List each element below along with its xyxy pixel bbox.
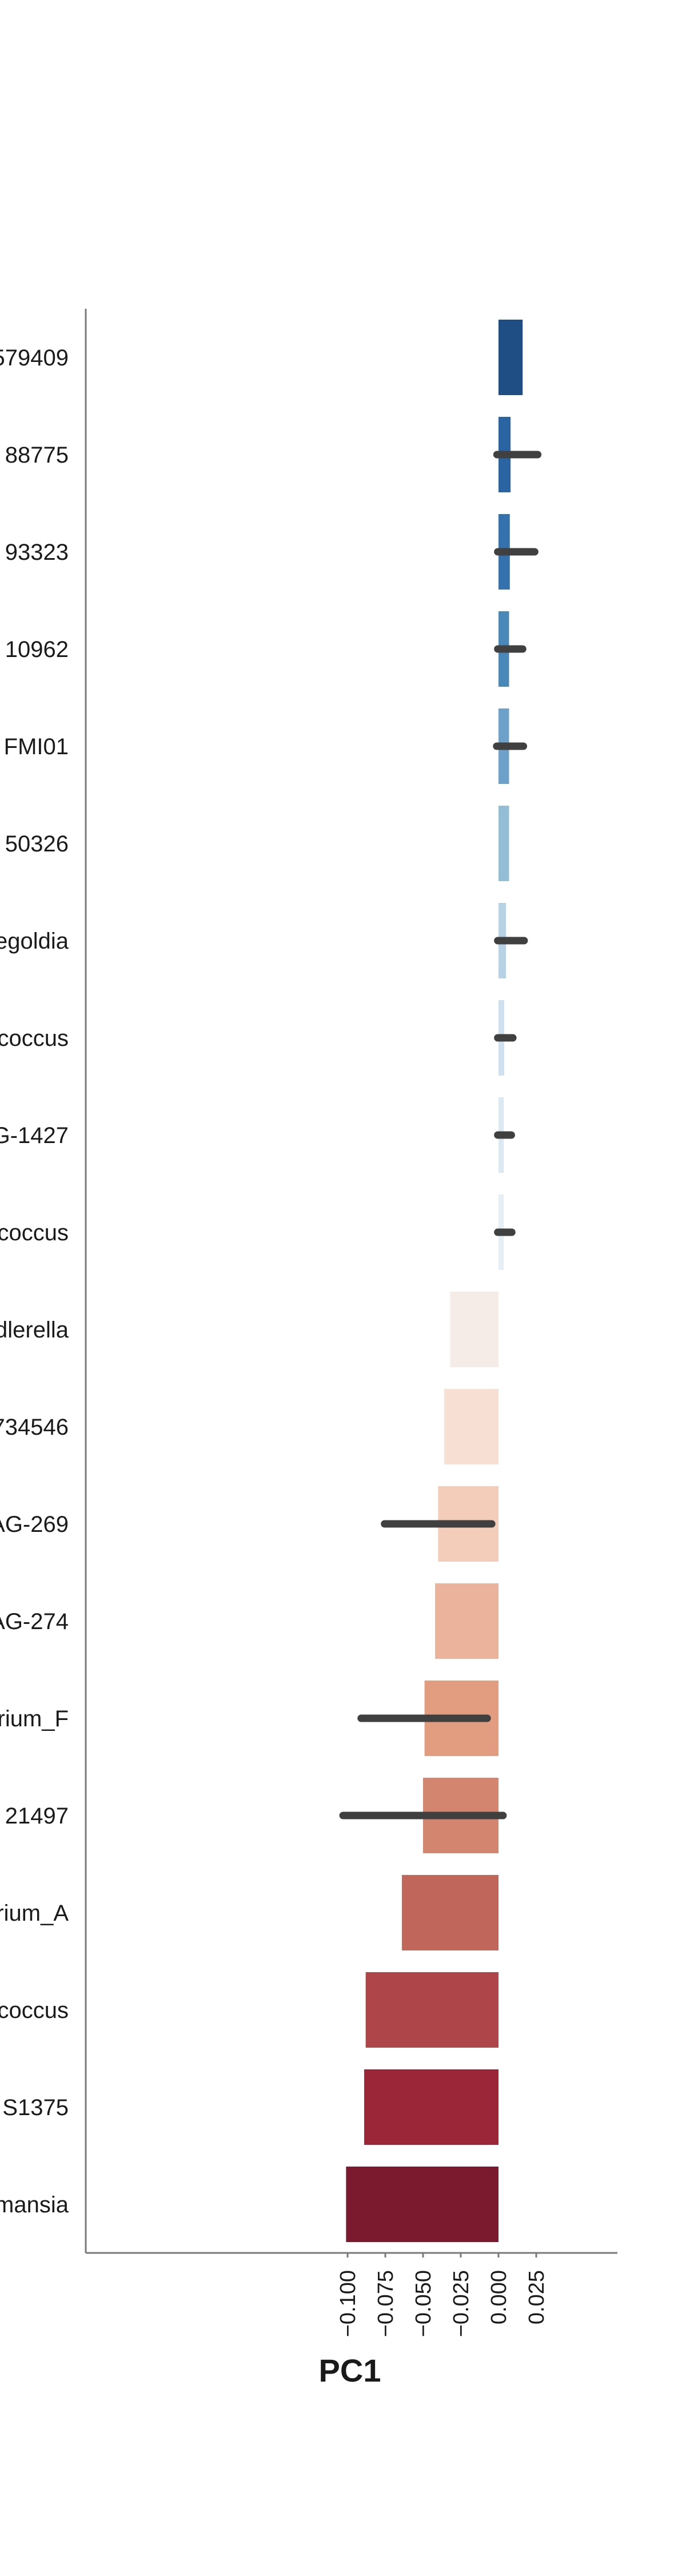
bar: [498, 320, 523, 395]
category-label: 50326: [5, 831, 69, 857]
bar: [498, 806, 509, 881]
category-label: mansia: [0, 2192, 69, 2217]
category-label: 734546: [0, 1415, 69, 1440]
category-label: 10962: [5, 637, 69, 662]
axes-layer: [85, 309, 617, 2254]
x-tick-label: 0.025: [525, 2270, 549, 2324]
bar: [402, 1875, 498, 1950]
category-label: 88775: [5, 443, 69, 468]
category-label: 93323: [5, 540, 69, 565]
category-label: 21497: [5, 1803, 69, 1829]
category-label: coccus: [0, 1026, 69, 1051]
x-tick-label: −0.075: [374, 2270, 398, 2337]
x-axis-title: PC1: [319, 2352, 381, 2388]
category-label: G-1427: [0, 1123, 69, 1148]
category-label: coccus: [0, 1220, 69, 1245]
category-label: FMI01: [4, 734, 69, 759]
bar: [364, 2069, 498, 2145]
category-label: 579409: [0, 345, 69, 371]
bar: [444, 1389, 498, 1464]
x-tick-label: −0.025: [449, 2270, 473, 2337]
category-label: S1375: [2, 2095, 69, 2120]
category-label: AG-269: [0, 1512, 69, 1537]
category-label: rium_A: [0, 1901, 69, 1926]
x-tick-label: −0.050: [412, 2270, 436, 2337]
bar: [435, 1583, 498, 1659]
category-label: dlerella: [0, 1317, 69, 1343]
bar: [450, 1292, 498, 1367]
bar: [346, 2167, 498, 2242]
category-label: egoldia: [0, 929, 69, 954]
x-tick-label: −0.100: [336, 2270, 360, 2337]
category-label: AG-274: [0, 1609, 69, 1634]
category-label: rium_F: [0, 1706, 69, 1731]
category-labels-layer: 579409 88775 93323 10962 FMI01 50326 egoldia co…: [0, 345, 69, 2217]
bars-layer: [346, 320, 523, 2242]
bar: [365, 1972, 498, 2048]
category-label: coccus: [0, 1998, 69, 2023]
error-bars-layer: [339, 451, 542, 1819]
x-tick-label: 0.000: [487, 2270, 511, 2324]
x-ticks-layer: −0.100 −0.075 −0.050 −0.025 0.000 0.025: [336, 2253, 549, 2337]
